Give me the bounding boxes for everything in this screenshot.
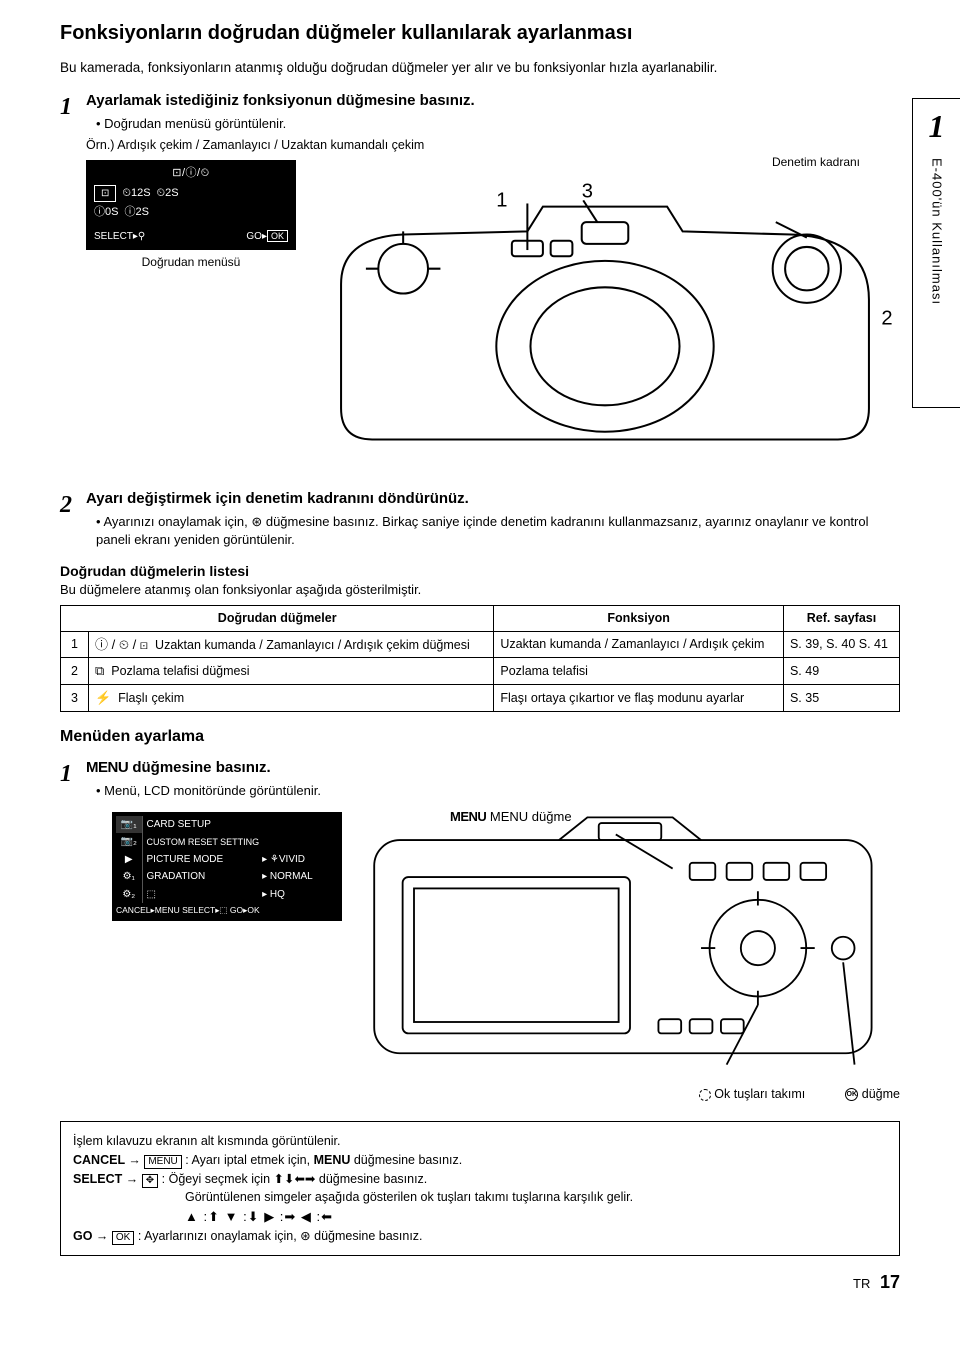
th-ref: Ref. sayfası: [783, 605, 899, 631]
control-dial-label: Denetim kadranı: [772, 154, 860, 170]
lcd-direct-menu: ⊡/ⓘ/⏲ ⊡ ⏲12S ⏲2S ⓘ0S ⓘ2S SELECT▸⚲ GO▸OK …: [86, 160, 296, 270]
th-function: Fonksiyon: [494, 605, 784, 631]
callout-2: 2: [881, 307, 892, 329]
lcd-option-timer2: ⏲2S: [157, 186, 179, 201]
table-row: 3 ⚡ Flaşlı çekim Flaşı ortaya çıkartıor …: [61, 685, 900, 712]
menu-step-heading: MENU MENU düğmesine basınız.düğmesine ba…: [86, 758, 900, 778]
camera-back-svg: [360, 806, 900, 1076]
callout-3: 3: [582, 180, 593, 202]
row2-icon: ⧉: [95, 663, 104, 678]
page-footer: TR 17: [60, 1270, 900, 1294]
footer-lang: TR: [853, 1276, 870, 1291]
camera-top-svg: 1 3 2: [310, 160, 900, 471]
step-1-example: Örn.) Ardışık çekim / Zamanlayıcı / Uzak…: [86, 137, 900, 154]
lcd-option-remote0: ⓘ0S: [94, 205, 118, 220]
camera-top-illustration: Denetim kadranı 1 3 2: [310, 160, 900, 475]
operation-guide-box: İşlem kılavuzu ekranın alt kısmında görü…: [60, 1121, 900, 1256]
guide-arrow-map: ▲ :⬆ ▼ :⬇ ▶ :➡ ◀ :⬅: [185, 1207, 887, 1227]
menu-step-1: 1 MENU MENU düğmesine basınız.düğmesine …: [60, 758, 900, 800]
lcd-option-timer12: ⏲12S: [122, 186, 150, 201]
menu-lcd-footer: CANCEL▸MENU SELECT▸⬚ GO▸OK: [116, 905, 338, 916]
intro-paragraph: Bu kamerada, fonksiyonların atanmış oldu…: [60, 59, 900, 77]
lcd-option-single: ⊡: [94, 185, 116, 203]
guide-cancel-val: : Ayarı iptal etmek için, MENU düğmesine…: [185, 1153, 462, 1167]
table-row: 2 ⧉ Pozlama telafisi düğmesi Pozlama tel…: [61, 658, 900, 685]
lcd-caption: Doğrudan menüsü: [86, 254, 296, 270]
guide-select-key: SELECT →: [73, 1172, 138, 1186]
menu-icon: MENU: [144, 1155, 181, 1169]
menu-step-bullet: Menü, LCD monitöründe görüntülenir.: [96, 782, 900, 800]
dpad-icon: ✥: [142, 1174, 158, 1188]
th-buttons: Doğrudan düğmeler: [61, 605, 494, 631]
menu-lcd: 📷₁CARD SETUP 📷₂CUSTOM RESET SETTING ▶PIC…: [112, 812, 342, 921]
step-2: 2 Ayarı değiştirmek için denetim kadranı…: [60, 489, 900, 548]
guide-select-val: : Öğeyi seçmek için ⬆⬇⬅➡ düğmesine basın…: [162, 1172, 428, 1186]
footer-page-number: 17: [880, 1272, 900, 1292]
guide-select-val2: Görüntülenen simgeler aşağıda gösterilen…: [185, 1188, 887, 1207]
chapter-title: E-400'ün Kullanılması: [928, 158, 946, 305]
direct-buttons-table: Doğrudan düğmeler Fonksiyon Ref. sayfası…: [60, 605, 900, 713]
ok-button-label: OK düğme: [845, 1086, 900, 1103]
table-row: 1 ⓘ / ⏲ / ⊡ Uzaktan kumanda / Zamanlayıc…: [61, 631, 900, 658]
guide-cancel-key: CANCEL →: [73, 1153, 141, 1167]
step-1-heading: Ayarlamak istediğiniz fonksiyonun düğmes…: [86, 91, 900, 111]
guide-line-1: İşlem kılavuzu ekranın alt kısmında görü…: [73, 1132, 887, 1151]
arrow-pad-label: Ok tuşları takımı: [699, 1086, 805, 1103]
page-title: Fonksiyonların doğrudan düğmeler kullanı…: [60, 20, 900, 47]
step-1: 1 Ayarlamak istediğiniz fonksiyonun düğm…: [60, 91, 900, 154]
step-1-bullet: Doğrudan menüsü görüntülenir.: [96, 115, 900, 133]
step-number: 2: [60, 489, 86, 548]
guide-go-val: : Ayarlarınızı onaylamak için, ⊛ düğmesi…: [138, 1229, 423, 1243]
guide-go-key: GO →: [73, 1229, 108, 1243]
ok-icon: OK: [112, 1231, 134, 1245]
row1-icons: ⓘ / ⏲ / ⊡: [95, 637, 148, 652]
chapter-number: 1: [929, 105, 945, 148]
step-number: 1: [60, 758, 86, 800]
row3-icon: ⚡: [95, 690, 111, 705]
lcd-option-remote2: ⓘ2S: [124, 205, 148, 220]
camera-back-illustration: MENU MENU düğme: [360, 806, 900, 1103]
step-number: 1: [60, 91, 86, 154]
callout-1: 1: [496, 189, 507, 211]
lcd-select-label: SELECT: [94, 231, 133, 242]
button-list-sub: Bu düğmelere atanmış olan fonksiyonlar a…: [60, 581, 900, 599]
chapter-side-tab: 1 E-400'ün Kullanılması: [912, 98, 960, 408]
menu-button-label: MENU MENU düğme: [450, 808, 572, 826]
lcd-go-label: GO: [246, 231, 262, 242]
lcd-header: ⊡/ⓘ/⏲: [94, 166, 288, 181]
step-2-bullet: Ayarınızı onaylamak için, ⊛ düğmesine ba…: [96, 513, 900, 548]
menu-section-title: Menüden ayarlama: [60, 726, 900, 748]
step-2-heading: Ayarı değiştirmek için denetim kadranını…: [86, 489, 900, 509]
lcd-ok-label: OK: [267, 230, 288, 242]
button-list-heading: Doğrudan düğmelerin listesi: [60, 562, 900, 581]
